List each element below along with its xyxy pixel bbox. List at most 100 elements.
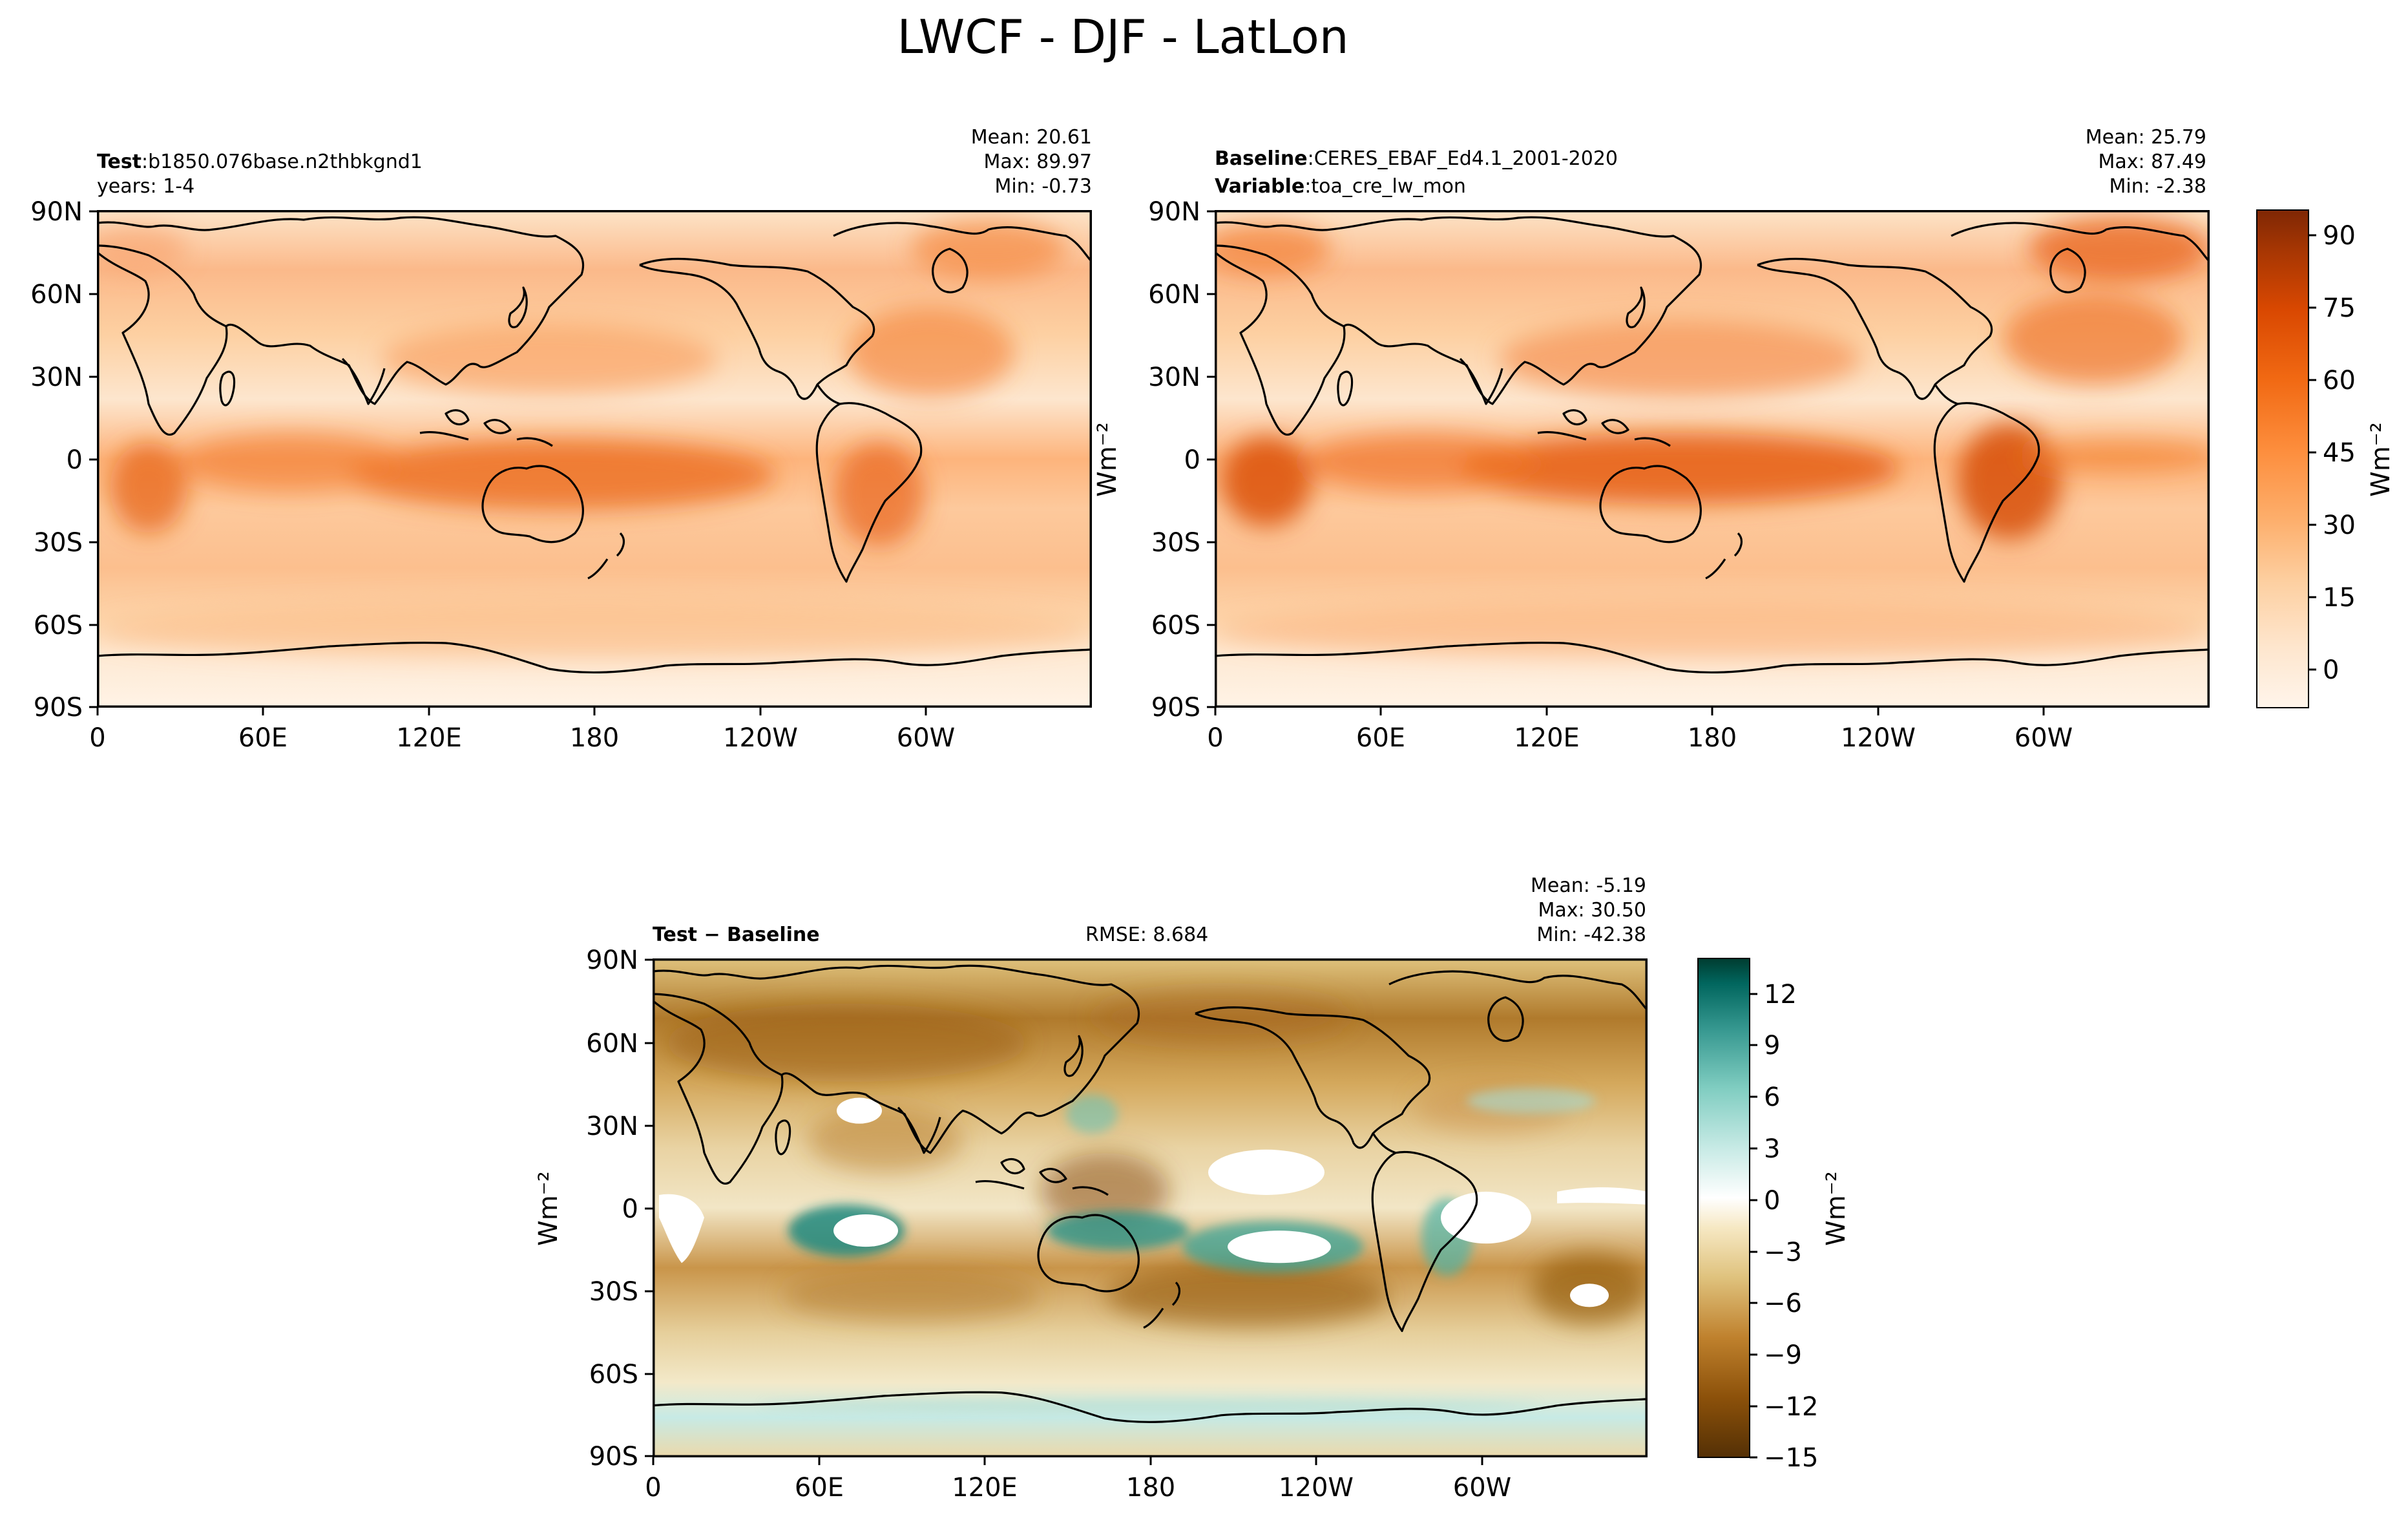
baseline-var-sep: : <box>1304 175 1311 198</box>
abs-cb-tick-30: 30 <box>2323 511 2356 540</box>
baseline-label-value: CERES_EBAF_Ed4.1_2001-2020 <box>1314 147 1618 170</box>
test-label-bold: Test <box>97 151 141 173</box>
test-lat-ticks: 90N 60N 30N 0 30S 60S 90S <box>30 197 97 723</box>
test-lon-tick-120w: 120W <box>723 723 798 753</box>
diff-lat-tick-30n: 30N <box>586 1112 638 1141</box>
abs-cb-tick-45: 45 <box>2323 438 2356 468</box>
abs-colorbar-ticks: 90 75 60 45 30 15 0 <box>2309 221 2356 685</box>
baseline-lat-tick-30n: 30N <box>1148 363 1200 392</box>
baseline-min: Min: -2.38 <box>2110 175 2207 198</box>
diff-mean: Mean: -5.19 <box>1531 874 1646 897</box>
diff-map <box>653 958 1648 1457</box>
diff-cb-tick-m9: −9 <box>1764 1340 1802 1370</box>
diff-lon-tick-0: 0 <box>645 1473 661 1503</box>
test-min: Min: -0.73 <box>995 175 1093 198</box>
abs-colorbar-gradient <box>2256 209 2309 708</box>
abs-cb-tick-75: 75 <box>2323 293 2356 323</box>
baseline-lat-tick-60n: 60N <box>1148 280 1200 310</box>
diff-lat-tick-0: 0 <box>622 1194 638 1224</box>
panel-baseline: Mean: 25.79 Max: 87.49 Min: -2.38 Baseli… <box>1148 126 2210 753</box>
test-lat-tick-90s: 90S <box>34 693 83 723</box>
abs-colorbar-unit-right: Wm⁻² <box>2366 422 2396 497</box>
diff-lon-tick-120w: 120W <box>1279 1473 1354 1503</box>
baseline-lon-tick-60w: 60W <box>2015 723 2073 753</box>
baseline-max: Max: 87.49 <box>2098 151 2206 173</box>
test-frame <box>97 210 1092 708</box>
baseline-map <box>1215 210 2210 708</box>
test-map <box>97 210 1092 708</box>
abs-cb-tick-15: 15 <box>2323 583 2356 613</box>
diff-missing-data <box>659 1097 1648 1307</box>
diff-colorbar-gradient <box>1697 958 1750 1458</box>
diff-lon-tick-180: 180 <box>1126 1473 1175 1503</box>
baseline-variable: Variable:toa_cre_lw_mon <box>1215 175 1466 198</box>
diff-field-features <box>665 991 1648 1328</box>
diff-lon-tick-60e: 60E <box>795 1473 844 1503</box>
diff-lon-tick-120e: 120E <box>952 1473 1018 1503</box>
baseline-lon-ticks: 0 60E 120E 180 120W 60W <box>1207 708 2073 753</box>
baseline-lon-tick-120e: 120E <box>1514 723 1580 753</box>
diff-lon-ticks: 0 60E 120E 180 120W 60W <box>645 1457 1511 1503</box>
diff-lon-tick-60w: 60W <box>1453 1473 1511 1503</box>
diff-cb-tick-0: 0 <box>1764 1186 1780 1216</box>
baseline-label: Baseline:CERES_EBAF_Ed4.1_2001-2020 <box>1215 147 1618 170</box>
test-lat-tick-30s: 30S <box>34 528 83 558</box>
abs-cb-tick-90: 90 <box>2323 221 2356 251</box>
test-lat-tick-0: 0 <box>67 445 83 475</box>
diff-cb-tick-m6: −6 <box>1764 1289 1802 1318</box>
diff-frame <box>653 958 1648 1457</box>
baseline-label-bold: Baseline <box>1215 147 1308 170</box>
baseline-lat-tick-90s: 90S <box>1151 693 1200 723</box>
test-lon-tick-60w: 60W <box>897 723 955 753</box>
diff-cb-tick-m12: −12 <box>1764 1392 1818 1422</box>
diff-colorbar-unit-right: Wm⁻² <box>1821 1171 1851 1246</box>
abs-cb-tick-60: 60 <box>2323 366 2356 396</box>
diff-lat-tick-60s: 60S <box>589 1360 638 1390</box>
baseline-lat-tick-60s: 60S <box>1151 611 1200 640</box>
baseline-mean: Mean: 25.79 <box>2086 126 2206 149</box>
abs-cb-tick-0: 0 <box>2323 655 2339 685</box>
test-lon-tick-60e: 60E <box>238 723 288 753</box>
diff-lat-ticks: 90N 60N 30N 0 30S 60S 90S <box>586 946 653 1472</box>
baseline-var-value: toa_cre_lw_mon <box>1311 175 1466 198</box>
baseline-lon-tick-120w: 120W <box>1841 723 1916 753</box>
diff-rmse: RMSE: 8.684 <box>1085 924 1208 946</box>
test-lat-tick-60s: 60S <box>34 611 83 640</box>
test-mean: Mean: 20.61 <box>971 126 1092 149</box>
baseline-lat-tick-30s: 30S <box>1151 528 1200 558</box>
diff-lat-tick-90s: 90S <box>589 1442 638 1472</box>
test-max: Max: 89.97 <box>983 151 1092 173</box>
baseline-label-sep: : <box>1308 147 1314 170</box>
test-lat-tick-30n: 30N <box>30 363 83 392</box>
abs-colorbar: Wm⁻² 90 75 60 45 30 15 0 Wm⁻² <box>1093 209 2396 708</box>
test-lon-tick-180: 180 <box>570 723 619 753</box>
baseline-field-features <box>1215 217 2210 659</box>
diff-lat-tick-90n: 90N <box>586 946 638 975</box>
baseline-lon-tick-60e: 60E <box>1356 723 1405 753</box>
test-lat-tick-90n: 90N <box>30 197 83 227</box>
panel-test: Mean: 20.61 Max: 89.97 Min: -0.73 Test:b… <box>30 126 1092 753</box>
baseline-lon-tick-0: 0 <box>1207 723 1223 753</box>
test-lon-tick-0: 0 <box>89 723 105 753</box>
diff-unit-left: Wm⁻² <box>534 1171 563 1246</box>
diff-cb-tick-3: 3 <box>1764 1134 1780 1164</box>
abs-colorbar-unit-left: Wm⁻² <box>1093 422 1122 497</box>
test-label: Test:b1850.076base.n2thbkgnd1 <box>97 151 423 173</box>
test-label-value: b1850.076base.n2thbkgnd1 <box>148 151 423 173</box>
baseline-frame <box>1215 210 2210 708</box>
diff-min: Min: -42.38 <box>1536 924 1646 946</box>
diff-label: Test − Baseline <box>653 924 820 946</box>
diff-lat-tick-30s: 30S <box>589 1277 638 1307</box>
diff-colorbar: 12 9 6 3 0 −3 −6 −9 −12 −15 Wm⁻² <box>1697 958 1851 1473</box>
test-lat-tick-60n: 60N <box>30 280 83 310</box>
test-lon-tick-120e: 120E <box>396 723 462 753</box>
diff-max: Max: 30.50 <box>1538 899 1646 922</box>
figure-title: LWCF - DJF - LatLon <box>897 10 1349 64</box>
panel-diff: Mean: -5.19 Max: 30.50 Min: -42.38 Test … <box>534 874 1648 1503</box>
diff-cb-tick-m15: −15 <box>1764 1443 1818 1473</box>
diff-cb-tick-m3: −3 <box>1764 1238 1802 1267</box>
diff-cb-tick-6: 6 <box>1764 1083 1780 1112</box>
baseline-lat-ticks: 90N 60N 30N 0 30S 60S 90S <box>1148 197 1215 723</box>
test-lon-ticks: 0 60E 120E 180 120W 60W <box>89 708 955 753</box>
